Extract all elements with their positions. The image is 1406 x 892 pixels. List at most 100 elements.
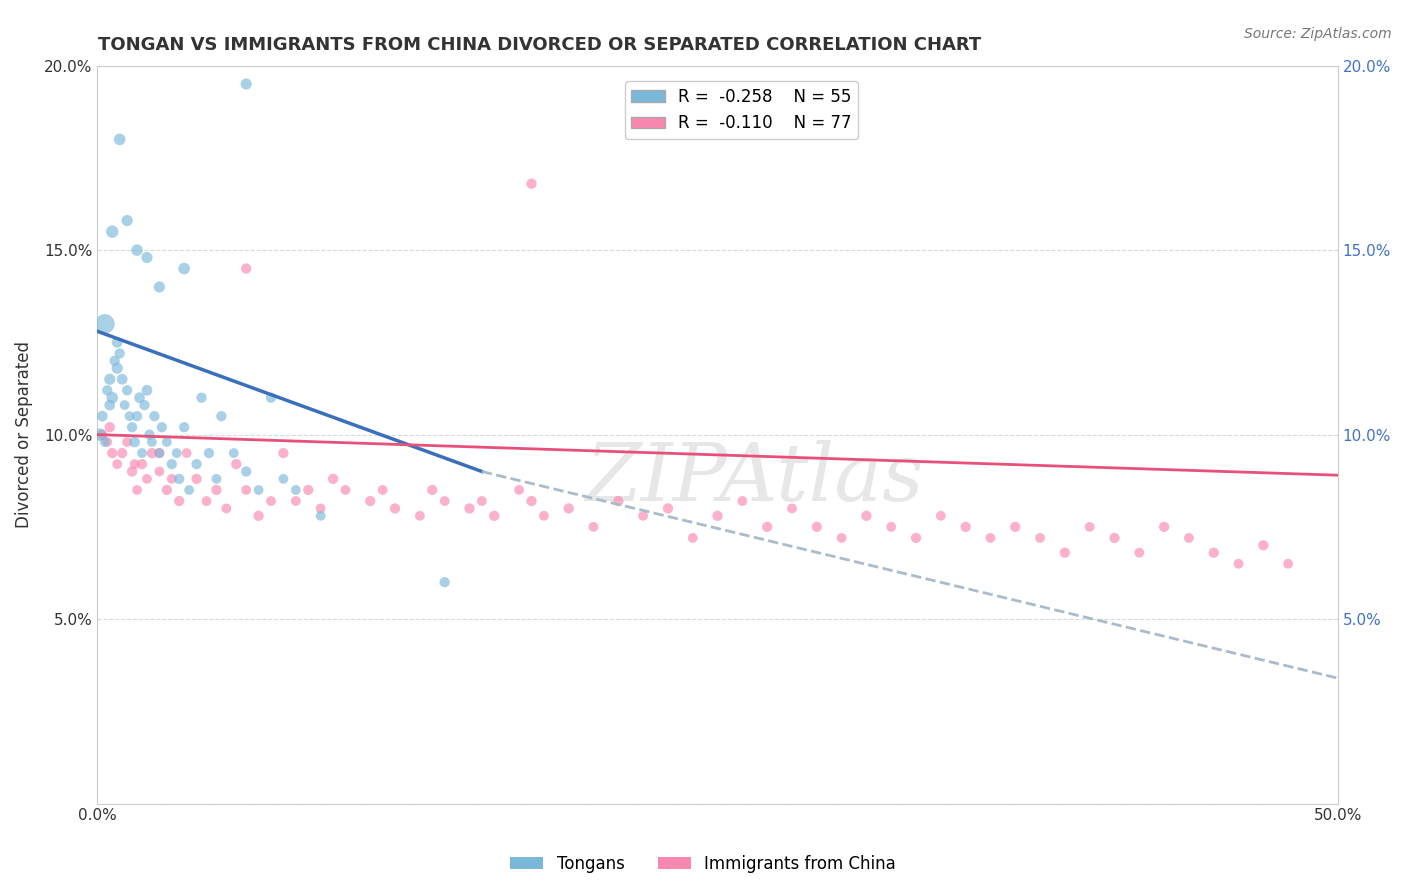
Point	[148, 280, 170, 294]
Point	[458, 501, 481, 516]
Point	[1178, 531, 1201, 545]
Point	[148, 446, 170, 460]
Point	[124, 457, 146, 471]
Point	[235, 483, 257, 497]
Point	[111, 446, 134, 460]
Point	[955, 520, 977, 534]
Point	[115, 213, 138, 227]
Point	[179, 483, 201, 497]
Point	[508, 483, 530, 497]
Point	[190, 391, 212, 405]
Point	[235, 77, 257, 91]
Point	[1153, 520, 1175, 534]
Point	[420, 483, 443, 497]
Point	[806, 520, 828, 534]
Point	[156, 435, 179, 450]
Point	[409, 508, 432, 523]
Point	[1277, 557, 1299, 571]
Point	[855, 508, 877, 523]
Point	[471, 494, 494, 508]
Point	[98, 420, 121, 434]
Point	[706, 508, 728, 523]
Point	[1004, 520, 1026, 534]
Point	[121, 465, 143, 479]
Point	[215, 501, 238, 516]
Point	[167, 472, 190, 486]
Point	[260, 494, 283, 508]
Legend: R =  -0.258    N = 55, R =  -0.110    N = 77: R = -0.258 N = 55, R = -0.110 N = 77	[624, 81, 858, 139]
Point	[124, 435, 146, 450]
Point	[247, 508, 270, 523]
Point	[1253, 538, 1275, 552]
Point	[141, 446, 163, 460]
Point	[105, 361, 128, 376]
Point	[731, 494, 754, 508]
Point	[111, 372, 134, 386]
Point	[1227, 557, 1250, 571]
Point	[205, 472, 228, 486]
Point	[533, 508, 555, 523]
Point	[101, 391, 124, 405]
Point	[101, 225, 124, 239]
Point	[195, 494, 218, 508]
Point	[198, 446, 221, 460]
Point	[247, 483, 270, 497]
Point	[880, 520, 903, 534]
Point	[225, 457, 247, 471]
Point	[173, 261, 195, 276]
Point	[209, 409, 232, 424]
Point	[160, 457, 183, 471]
Y-axis label: Divorced or Separated: Divorced or Separated	[15, 341, 32, 528]
Point	[756, 520, 779, 534]
Point	[1104, 531, 1126, 545]
Point	[104, 353, 127, 368]
Point	[98, 372, 121, 386]
Point	[143, 409, 166, 424]
Point	[108, 346, 131, 360]
Point	[98, 398, 121, 412]
Point	[235, 261, 257, 276]
Point	[186, 472, 208, 486]
Point	[136, 251, 159, 265]
Point	[657, 501, 679, 516]
Point	[297, 483, 319, 497]
Point	[136, 384, 159, 398]
Point	[235, 465, 257, 479]
Point	[148, 465, 170, 479]
Point	[186, 457, 208, 471]
Point	[384, 501, 406, 516]
Point	[125, 409, 148, 424]
Point	[173, 420, 195, 434]
Point	[121, 420, 143, 434]
Point	[682, 531, 704, 545]
Point	[780, 501, 803, 516]
Point	[105, 457, 128, 471]
Point	[96, 384, 118, 398]
Point	[131, 446, 153, 460]
Point	[150, 420, 173, 434]
Point	[114, 398, 136, 412]
Point	[929, 508, 952, 523]
Point	[125, 483, 148, 497]
Point	[905, 531, 928, 545]
Point	[101, 446, 124, 460]
Point	[141, 435, 163, 450]
Point	[1128, 546, 1150, 560]
Point	[115, 435, 138, 450]
Point	[118, 409, 141, 424]
Point	[284, 494, 307, 508]
Text: Source: ZipAtlas.com: Source: ZipAtlas.com	[1244, 27, 1392, 41]
Point	[160, 472, 183, 486]
Point	[91, 427, 114, 442]
Point	[156, 483, 179, 497]
Point	[176, 446, 198, 460]
Point	[260, 391, 283, 405]
Point	[115, 384, 138, 398]
Point	[108, 132, 131, 146]
Point	[1078, 520, 1101, 534]
Point	[136, 472, 159, 486]
Point	[131, 457, 153, 471]
Point	[557, 501, 579, 516]
Text: TONGAN VS IMMIGRANTS FROM CHINA DIVORCED OR SEPARATED CORRELATION CHART: TONGAN VS IMMIGRANTS FROM CHINA DIVORCED…	[98, 36, 981, 54]
Point	[273, 472, 295, 486]
